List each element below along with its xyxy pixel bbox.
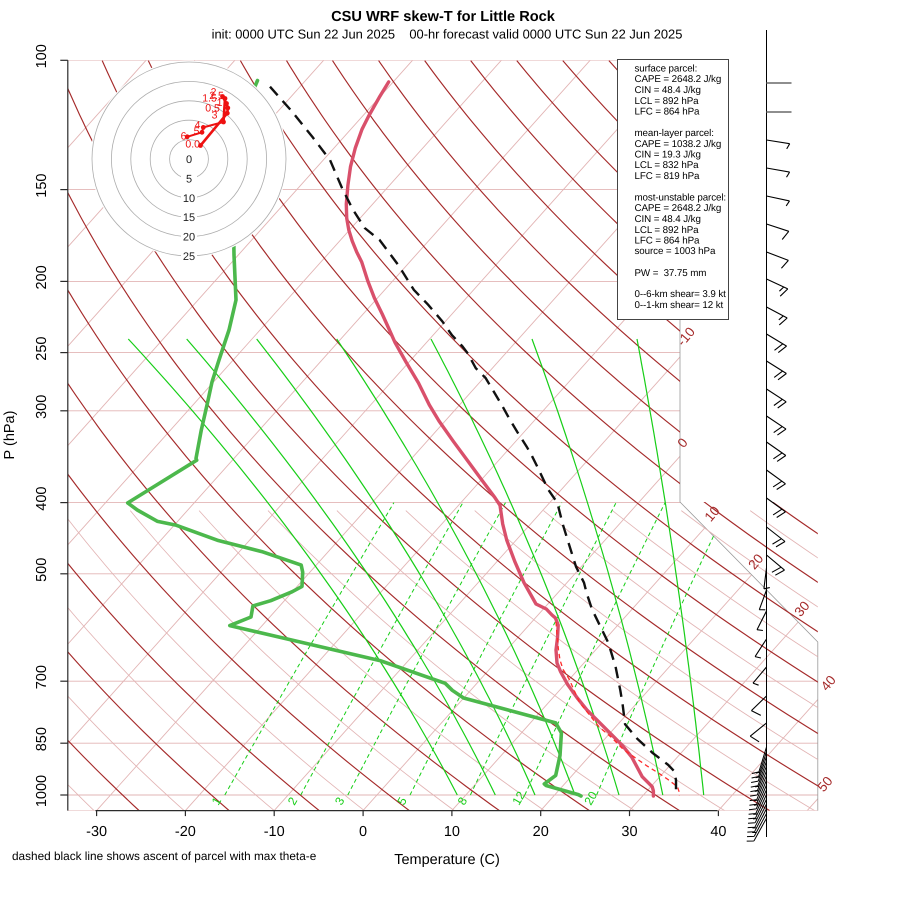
svg-text:20: 20 <box>533 824 549 840</box>
svg-text:30: 30 <box>791 598 812 619</box>
svg-text:20: 20 <box>745 551 766 572</box>
svg-text:400: 400 <box>34 486 50 510</box>
svg-text:5: 5 <box>194 126 200 138</box>
svg-text:3: 3 <box>212 110 218 122</box>
svg-text:500: 500 <box>34 558 50 582</box>
svg-text:LCL = 892 hPa: LCL = 892 hPa <box>635 225 700 236</box>
svg-text:CAPE = 2648.2 J/kg: CAPE = 2648.2 J/kg <box>635 203 722 214</box>
svg-text:40: 40 <box>818 673 839 694</box>
svg-text:1000: 1000 <box>34 775 50 807</box>
svg-text:-20: -20 <box>175 824 196 840</box>
svg-text:source = 1003 hPa: source = 1003 hPa <box>635 246 716 257</box>
svg-text:0--6-km shear= 3.9 kt: 0--6-km shear= 3.9 kt <box>635 289 727 300</box>
svg-text:surface parcel:: surface parcel: <box>635 64 698 75</box>
svg-text:PW = 37.75 mm: PW = 37.75 mm <box>635 268 707 279</box>
svg-text:200: 200 <box>34 265 50 289</box>
svg-text:dashed black line shows ascent: dashed black line shows ascent of parcel… <box>12 849 317 863</box>
svg-text:20: 20 <box>581 789 600 808</box>
svg-text:25: 25 <box>183 251 195 263</box>
svg-text:12: 12 <box>509 789 528 808</box>
svg-text:1.5: 1.5 <box>202 93 217 105</box>
svg-text:6: 6 <box>181 131 187 143</box>
svg-text:300: 300 <box>34 395 50 419</box>
svg-text:10: 10 <box>702 503 723 524</box>
svg-text:LFC = 864 hPa: LFC = 864 hPa <box>635 236 701 247</box>
svg-text:2: 2 <box>211 87 217 99</box>
svg-text:CSU WRF skew-T for Little Rock: CSU WRF skew-T for Little Rock <box>331 9 556 25</box>
svg-text:LCL = 832 hPa: LCL = 832 hPa <box>635 160 700 171</box>
svg-text:LCL = 892 hPa: LCL = 892 hPa <box>635 96 700 107</box>
svg-text:4: 4 <box>195 120 201 132</box>
svg-text:40: 40 <box>710 824 726 840</box>
svg-text:20: 20 <box>183 232 195 244</box>
svg-text:15: 15 <box>183 212 195 224</box>
svg-text:1: 1 <box>217 97 223 109</box>
svg-text:0.0: 0.0 <box>185 139 200 151</box>
svg-text:CIN = 19.3 J/kg: CIN = 19.3 J/kg <box>635 150 701 161</box>
svg-text:0--1-km shear= 12 kt: 0--1-km shear= 12 kt <box>635 300 724 311</box>
svg-text:10: 10 <box>444 824 460 840</box>
svg-text:CAPE = 1038.2 J/kg: CAPE = 1038.2 J/kg <box>635 139 722 150</box>
svg-text:most-unstable parcel:: most-unstable parcel: <box>635 193 727 204</box>
svg-text:-10: -10 <box>264 824 285 840</box>
svg-text:0: 0 <box>359 824 367 840</box>
svg-text:10: 10 <box>183 193 195 205</box>
svg-text:0: 0 <box>186 154 192 166</box>
svg-text:init: 0000 UTC Sun 22 Jun 2025: init: 0000 UTC Sun 22 Jun 2025 00-hr for… <box>212 27 683 42</box>
svg-text:P (hPa): P (hPa) <box>2 411 18 460</box>
svg-text:250: 250 <box>34 336 50 360</box>
svg-text:LFC = 864 hPa: LFC = 864 hPa <box>635 107 701 118</box>
svg-text:CAPE = 2648.2 J/kg: CAPE = 2648.2 J/kg <box>635 74 722 85</box>
svg-text:LFC = 819 hPa: LFC = 819 hPa <box>635 171 701 182</box>
svg-text:0.5: 0.5 <box>205 103 220 115</box>
svg-text:50: 50 <box>814 774 835 795</box>
svg-text:30: 30 <box>621 824 637 840</box>
svg-text:CIN = 48.4 J/kg: CIN = 48.4 J/kg <box>635 85 701 96</box>
svg-text:mean-layer parcel:: mean-layer parcel: <box>635 128 714 139</box>
svg-text:Temperature (C): Temperature (C) <box>394 852 500 868</box>
svg-text:700: 700 <box>34 665 50 689</box>
svg-text:150: 150 <box>34 173 50 197</box>
svg-text:-30: -30 <box>86 824 107 840</box>
svg-text:5: 5 <box>186 173 192 185</box>
svg-text:850: 850 <box>34 727 50 751</box>
svg-text:CIN = 48.4 J/kg: CIN = 48.4 J/kg <box>635 214 701 225</box>
svg-text:100: 100 <box>34 44 50 68</box>
svg-text:2.5: 2.5 <box>209 90 224 102</box>
